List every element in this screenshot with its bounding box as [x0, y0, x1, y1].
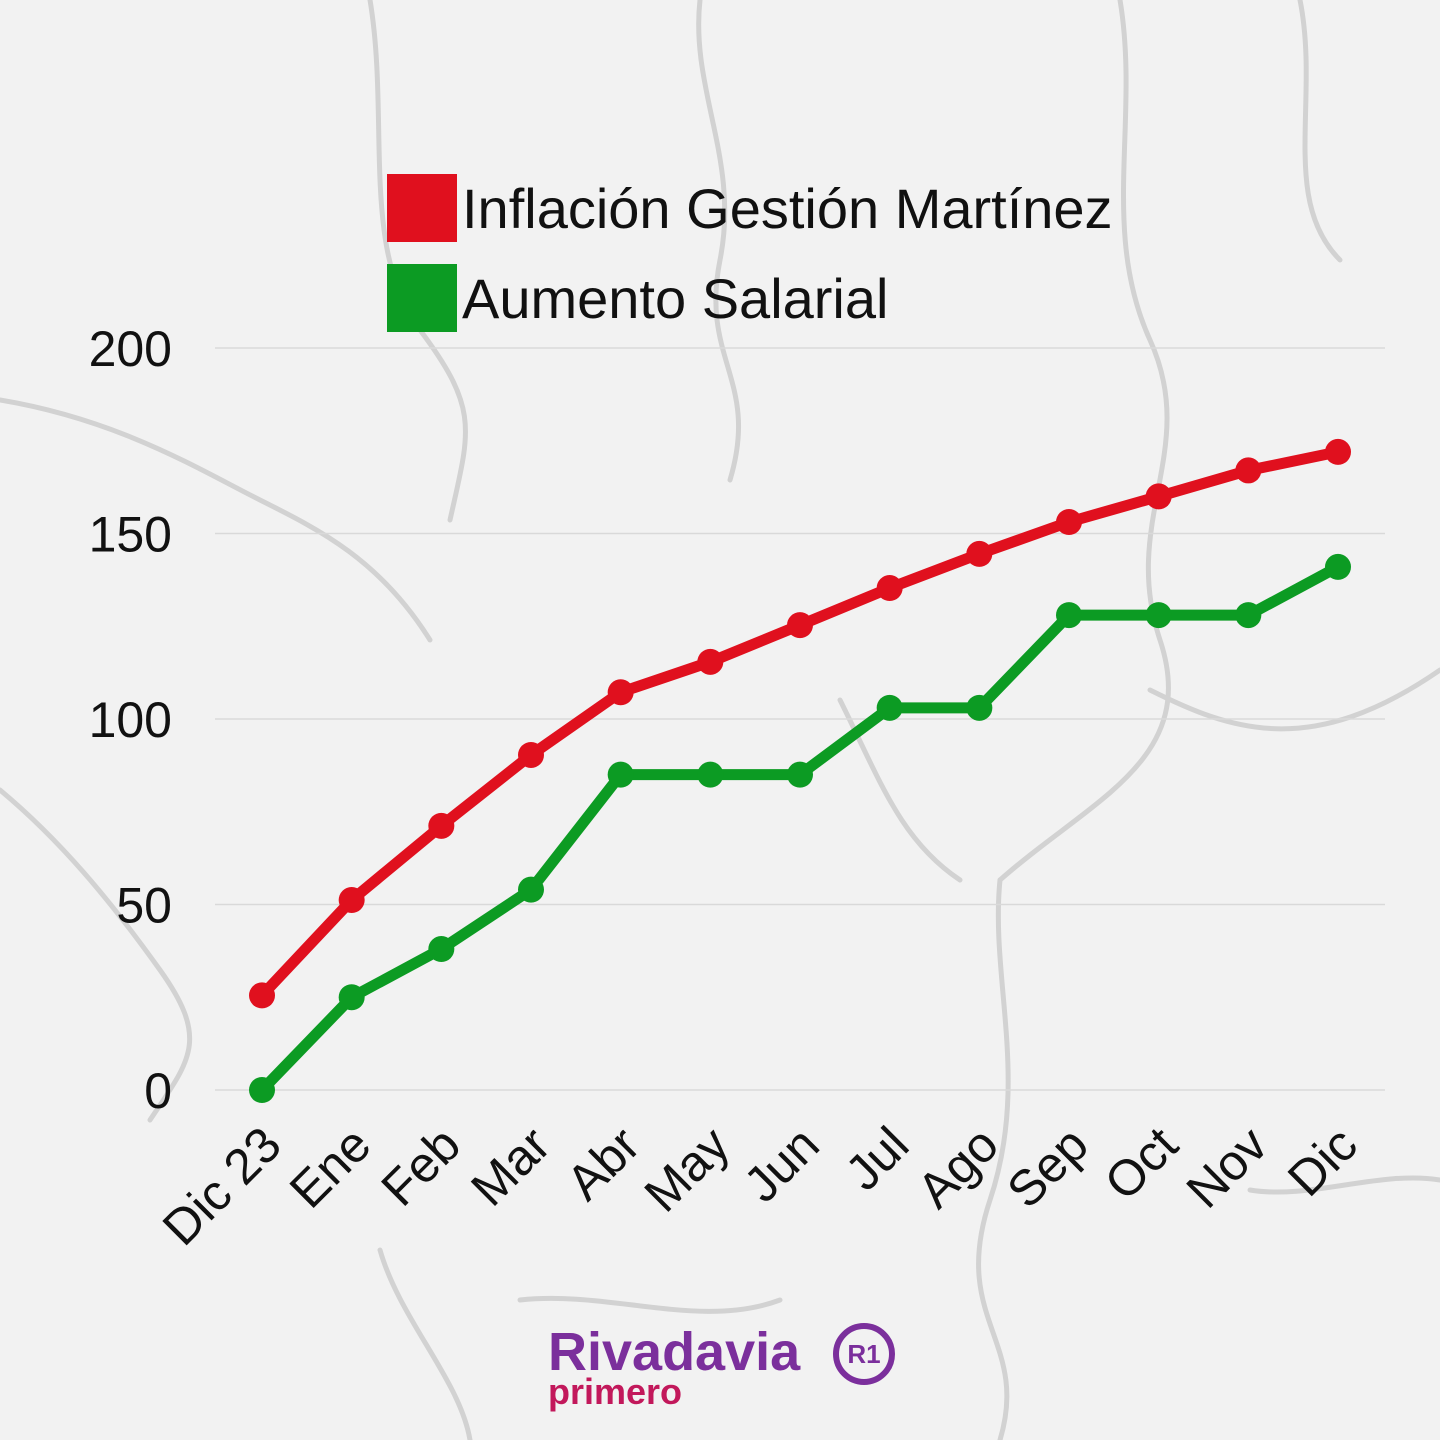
logo-badge-ring [833, 1323, 895, 1385]
data-point [697, 761, 724, 788]
y-tick-label: 150 [89, 507, 172, 563]
x-tick-label: Ago [907, 1116, 1010, 1219]
data-point [1325, 438, 1351, 465]
legend-label: Inflación Gestión Martínez [462, 177, 1113, 240]
data-point [518, 876, 544, 903]
series-1 [249, 438, 1351, 1009]
y-tick-label: 0 [144, 1063, 172, 1119]
data-point [966, 694, 993, 721]
data-point [249, 982, 275, 1009]
legend-swatch [387, 174, 457, 242]
data-point [249, 1077, 275, 1103]
x-tick-label: Mar [460, 1116, 560, 1216]
data-point [607, 761, 634, 788]
data-point [428, 812, 455, 839]
data-point [518, 741, 544, 768]
x-tick-label: May [634, 1116, 740, 1222]
data-point [1235, 602, 1262, 629]
logo-main-text: Rivadavia [548, 1322, 801, 1382]
data-point [607, 679, 634, 706]
x-tick-label: Nov [1176, 1116, 1278, 1218]
data-point [787, 612, 813, 639]
data-point [1325, 553, 1351, 580]
data-point [1056, 602, 1082, 629]
x-tick-label: Sep [996, 1116, 1099, 1219]
x-tick-label: Jun [733, 1116, 830, 1213]
x-tick-label: Oct [1094, 1116, 1189, 1211]
data-point [1235, 457, 1262, 484]
rivadavia-primero-logo: Rivadavia primero R1 [548, 1322, 895, 1412]
data-point [1145, 483, 1172, 510]
x-tick-label: Abr [556, 1116, 651, 1211]
data-point [787, 761, 813, 788]
data-point [338, 984, 365, 1011]
y-tick-label: 100 [89, 692, 172, 748]
data-point [1145, 602, 1172, 629]
x-tick-label: Jul [835, 1116, 920, 1201]
data-point [338, 887, 365, 914]
data-point [697, 648, 724, 675]
data-point [428, 936, 455, 963]
legend: Inflación Gestión Martínez Aumento Salari… [387, 174, 1113, 332]
series-layer [249, 438, 1351, 1103]
data-point [876, 694, 903, 721]
logo-sub-text: primero [548, 1371, 682, 1412]
series-2 [249, 553, 1351, 1103]
data-point [966, 540, 993, 567]
x-tick-label: Feb [371, 1116, 472, 1217]
y-tick-label: 200 [89, 321, 172, 377]
data-point [876, 575, 903, 602]
x-tick-label: Ene [279, 1116, 382, 1219]
y-axis-tick-labels: 0 50 100 150 200 [89, 321, 172, 1119]
series-line [256, 561, 1344, 1096]
grid-lines [215, 347, 1385, 1091]
x-tick-label: Dic 23 [152, 1116, 292, 1256]
logo-badge-text: R1 [847, 1339, 880, 1369]
data-point [1056, 508, 1082, 535]
y-tick-label: 50 [116, 878, 172, 934]
legend-label: Aumento Salarial [462, 267, 888, 330]
legend-swatch [387, 264, 457, 332]
